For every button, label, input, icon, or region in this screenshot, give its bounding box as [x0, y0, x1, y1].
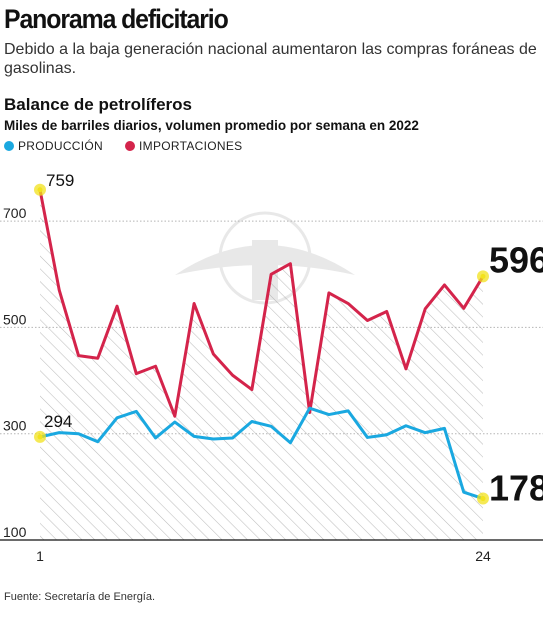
point-produccion	[77, 432, 81, 436]
x-tick-label: 24	[475, 548, 491, 564]
legend: PRODUCCIÓN IMPORTACIONES	[4, 139, 242, 153]
point-produccion	[134, 409, 138, 413]
y-tick-label: 700	[3, 205, 27, 221]
point-importaciones	[96, 356, 100, 360]
point-produccion	[231, 436, 235, 440]
point-importaciones	[442, 283, 446, 287]
legend-label-importaciones: IMPORTACIONES	[139, 139, 243, 153]
point-importaciones	[192, 302, 196, 306]
y-tick-label: 500	[3, 311, 27, 327]
point-produccion	[250, 419, 254, 423]
endpoint-produccion-first	[37, 434, 43, 440]
point-produccion	[269, 424, 273, 428]
legend-label-produccion: PRODUCCIÓN	[18, 139, 104, 153]
point-importaciones	[385, 309, 389, 313]
point-importaciones	[250, 388, 254, 392]
point-produccion	[404, 424, 408, 428]
point-importaciones	[404, 367, 408, 371]
deck-text: Debido a la baja generación nacional aum…	[4, 41, 537, 77]
series-line-produccion	[38, 406, 485, 501]
endpoint-importaciones-last	[480, 273, 486, 279]
point-importaciones	[327, 291, 331, 295]
point-produccion	[57, 431, 61, 435]
point-produccion	[327, 413, 331, 417]
data-label-importaciones-last: 596	[489, 239, 543, 280]
watermark-eagle-icon	[175, 211, 355, 305]
point-importaciones	[462, 306, 466, 310]
chart-title: Balance de petrolíferos	[4, 95, 193, 114]
point-importaciones	[173, 414, 177, 418]
point-produccion	[442, 426, 446, 430]
point-produccion	[192, 434, 196, 438]
legend-item-produccion: PRODUCCIÓN	[4, 139, 103, 153]
source-note: Fuente: Secretaría de Energía.	[4, 591, 156, 603]
legend-swatch-importaciones	[125, 141, 136, 151]
point-importaciones	[423, 307, 427, 311]
point-importaciones	[269, 272, 273, 276]
legend-swatch-produccion	[4, 141, 14, 151]
point-produccion	[308, 406, 312, 410]
point-importaciones	[77, 354, 81, 358]
point-produccion	[365, 435, 369, 439]
point-produccion	[211, 437, 215, 441]
data-label-produccion-last: 178	[489, 468, 543, 509]
point-importaciones	[346, 302, 350, 306]
point-importaciones	[211, 352, 215, 356]
point-importaciones	[231, 373, 235, 377]
point-importaciones	[134, 372, 138, 376]
point-produccion	[154, 436, 158, 440]
data-label-produccion-first: 294	[44, 412, 72, 431]
y-tick-label: 300	[3, 418, 27, 434]
point-importaciones	[115, 304, 119, 308]
data-label-importaciones-first: 759	[46, 171, 74, 190]
hatched-area	[40, 189, 483, 540]
point-produccion	[423, 431, 427, 435]
legend-item-importaciones: IMPORTACIONES	[125, 139, 242, 153]
point-produccion	[346, 409, 350, 413]
point-produccion	[288, 441, 292, 445]
point-importaciones	[365, 319, 369, 323]
point-produccion	[173, 420, 177, 424]
point-importaciones	[154, 364, 158, 368]
x-tick-label: 1	[36, 548, 44, 564]
series-line-importaciones	[38, 188, 485, 418]
y-tick-label: 100	[3, 524, 27, 540]
point-produccion	[115, 416, 119, 420]
point-importaciones	[57, 288, 61, 292]
headline: Panorama deficitario	[4, 4, 229, 34]
point-importaciones	[288, 262, 292, 266]
point-produccion	[462, 490, 466, 494]
chart-subtitle: Miles de barriles diarios, volumen prome…	[4, 118, 419, 133]
endpoint-importaciones-first	[37, 187, 43, 193]
point-importaciones	[308, 410, 312, 414]
point-produccion	[96, 440, 100, 444]
endpoint-produccion-last	[480, 496, 486, 502]
point-produccion	[385, 433, 389, 437]
